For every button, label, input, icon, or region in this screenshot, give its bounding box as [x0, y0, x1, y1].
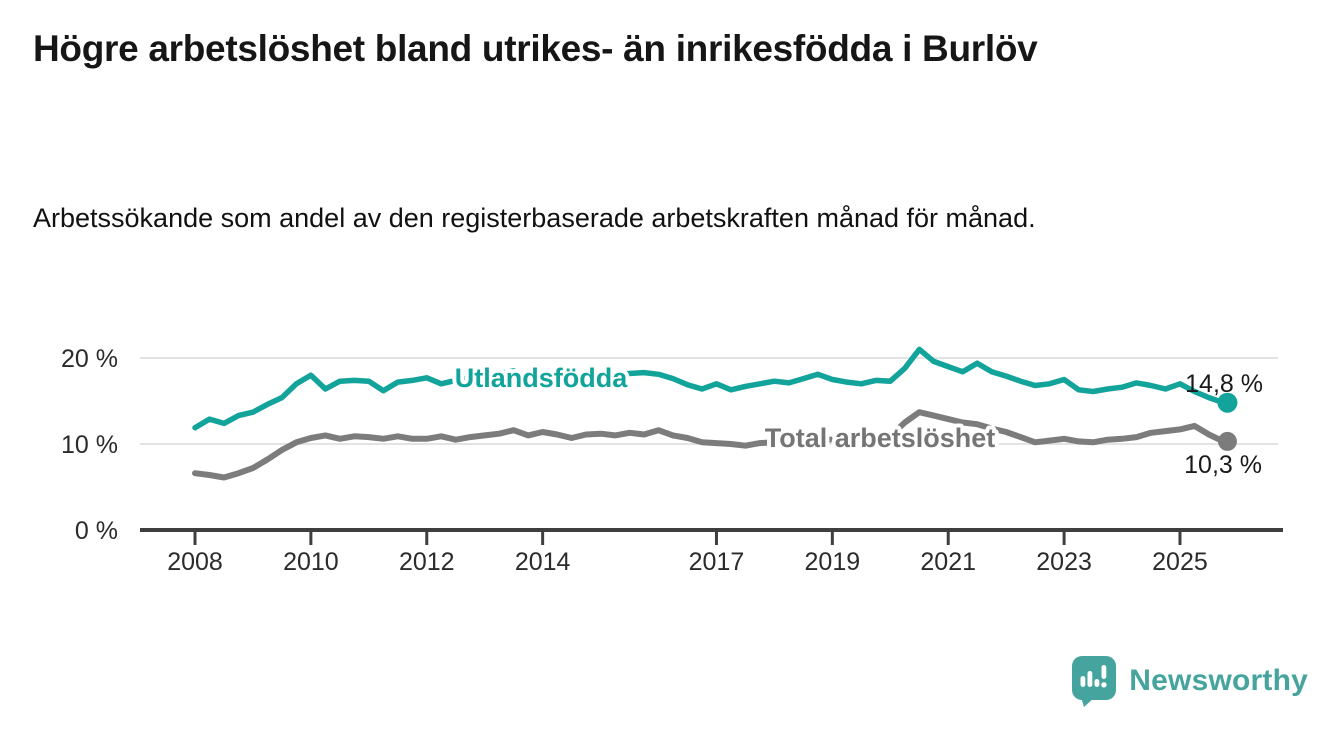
series-label-total-arbetsl-shet: Total arbetslöshet	[765, 423, 996, 453]
x-tick-label: 2012	[399, 548, 455, 576]
x-tick-label: 2019	[805, 548, 861, 576]
series-end-dot-utlandsf-dda	[1217, 392, 1238, 413]
bar-chart-speech-bubble-icon	[1072, 656, 1117, 707]
series-label-utlandsf-dda: Utlandsfödda	[455, 363, 628, 393]
series-line-utlandsf-dda	[192, 346, 1227, 431]
line-chart: 0 % 10 % 20 % 2008 2010 2012 2014 2017 2019 2021 2…	[0, 330, 1340, 590]
newsworthy-logo: Newsworthy	[1071, 655, 1308, 707]
series-end-value-utlandsf-dda: 14,8 %	[1185, 370, 1263, 398]
page-title: Högre arbetslöshet bland utrikes- än inr…	[33, 28, 1038, 69]
x-tick-label: 2023	[1036, 548, 1092, 576]
y-tick-label: 0 %	[75, 517, 118, 545]
x-tick-label: 2010	[283, 548, 339, 576]
chart-subtitle: Arbetssökande som andel av den registerb…	[33, 203, 1036, 233]
x-tick-label: 2014	[515, 548, 571, 576]
y-tick-label: 10 %	[61, 431, 118, 459]
newsworthy-logo-text: Newsworthy	[1129, 664, 1308, 697]
series-line-total-arbetsl-shet	[192, 409, 1227, 481]
x-tick-label: 2025	[1152, 548, 1208, 576]
line-chart-canvas: 0 % 10 % 20 % 2008 2010 2012 2014 2017 2019 2021 2…	[61, 345, 1283, 576]
y-tick-label: 20 %	[61, 345, 118, 373]
x-tick-label: 2008	[167, 548, 223, 576]
x-tick-label: 2017	[689, 548, 745, 576]
series-end-dot-total-arbetsl-shet	[1217, 431, 1237, 451]
series-end-value-total-arbetsl-shet: 10,3 %	[1184, 451, 1262, 479]
x-tick-label: 2021	[920, 548, 976, 576]
